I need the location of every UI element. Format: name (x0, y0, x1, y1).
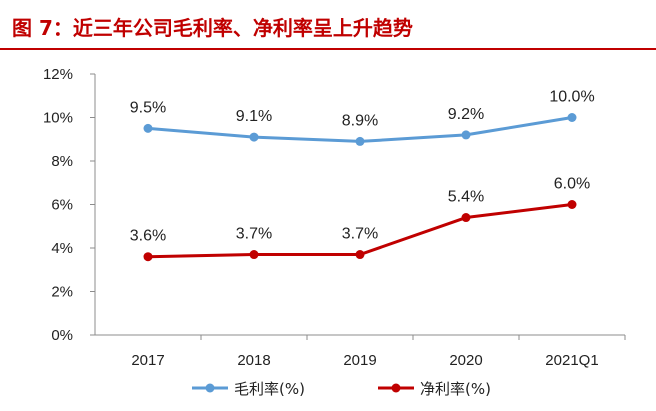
data-point (461, 213, 471, 223)
data-label: 5.4% (448, 189, 484, 206)
y-tick-label: 10% (43, 110, 73, 127)
data-point (143, 123, 153, 133)
data-label: 10.0% (549, 89, 594, 106)
legend-label: 净利率(%) (420, 380, 491, 398)
data-label: 3.7% (342, 226, 378, 243)
x-tick-label: 2019 (343, 352, 376, 369)
legend-item-1[interactable]: 毛利率(%) (192, 380, 305, 398)
data-label: 9.5% (130, 99, 166, 116)
x-tick-label: 2017 (131, 352, 164, 369)
y-tick-label: 4% (51, 240, 73, 257)
legend[interactable]: 毛利率(%) 净利率(%) (192, 380, 491, 398)
data-label: 9.1% (236, 108, 272, 125)
data-point (461, 130, 471, 140)
legend-label: 毛利率(%) (234, 380, 305, 398)
legend-item-2[interactable]: 净利率(%) (378, 380, 491, 398)
y-tick-label: 8% (51, 153, 73, 170)
x-tick-label: 2020 (449, 352, 482, 369)
y-tick-label: 0% (51, 327, 73, 344)
x-tick-label: 2021Q1 (545, 352, 598, 369)
data-label: 6.0% (554, 176, 590, 193)
data-point (567, 113, 577, 122)
legend-swatch-marker (391, 383, 401, 393)
axes: 0% 2% 4% 6% 8% 10% 12% 2017 2018 2019 2020 2021Q1 (43, 66, 626, 369)
title-rule (0, 48, 656, 50)
chart-title: 图 7：近三年公司毛利率、净利率呈上升趋势 (12, 16, 413, 40)
y-tick-label: 12% (43, 66, 73, 83)
data-point (355, 250, 365, 260)
legend-swatch-marker (205, 383, 215, 393)
data-labels: 9.5% 9.1% 8.9% 9.2% 10.0% 3.6% 3.7% 3.7% 5.4% 6.0… (130, 89, 595, 245)
y-tick-label: 2% (51, 284, 73, 301)
y-tick-label: 6% (51, 197, 73, 214)
data-label: 8.9% (342, 112, 378, 129)
title-bar: 图 7：近三年公司毛利率、净利率呈上升趋势 (0, 0, 656, 50)
data-label: 3.6% (130, 228, 166, 245)
data-label: 3.7% (236, 226, 272, 243)
data-point (249, 132, 259, 142)
data-point (143, 252, 153, 262)
data-label: 9.2% (448, 106, 484, 123)
data-point (355, 136, 365, 146)
data-point (249, 250, 259, 260)
data-point (567, 200, 577, 209)
series-points (143, 113, 577, 262)
x-tick-label: 2018 (237, 352, 270, 369)
